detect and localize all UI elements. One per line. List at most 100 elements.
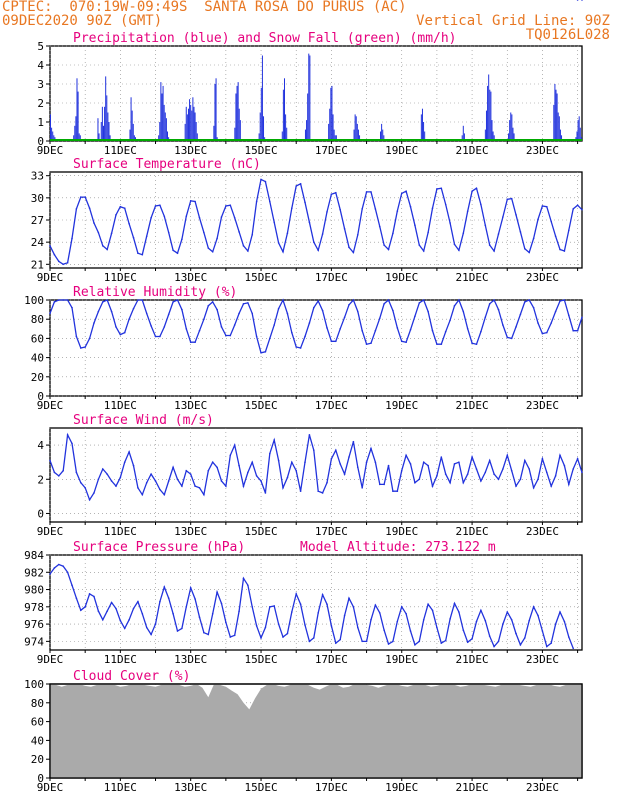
series-point-rh <box>576 329 579 332</box>
series-point-wind <box>115 485 117 487</box>
precip-bar <box>421 108 423 141</box>
series-point-pressure <box>145 626 148 629</box>
precip-bar <box>511 114 513 141</box>
series-point-rh <box>392 309 394 312</box>
series-point-rh <box>79 347 82 349</box>
series-point-wind <box>339 463 341 465</box>
series-point-temp <box>115 214 117 216</box>
series-point-wind <box>88 498 91 501</box>
series-point-pressure <box>458 611 460 613</box>
series-point-pressure <box>453 602 456 605</box>
series-point-pressure <box>488 635 491 637</box>
series-point-wind <box>97 478 100 481</box>
precip-bar <box>491 120 493 141</box>
ytick-label-temp: 30 <box>31 192 44 205</box>
series-point-temp <box>352 251 355 254</box>
series-point-rh <box>550 322 553 324</box>
xtick-label-pressure: 19DEC <box>385 653 418 666</box>
series-point-temp <box>220 216 223 218</box>
precip-bar <box>489 89 491 141</box>
series-point-rh <box>119 333 122 336</box>
series-point-wind <box>348 456 350 458</box>
series-point-rh <box>568 314 570 317</box>
series-point-pressure <box>255 625 258 627</box>
xtick-label-rh: 21DEC <box>456 399 489 412</box>
panel-title-temp: Surface Temperature (nC) <box>73 157 261 172</box>
series-point-pressure <box>176 630 179 632</box>
xtick-label-precip: 21DEC <box>456 144 489 157</box>
xtick-label-cloud: 9DEC <box>37 781 64 794</box>
precip-bar <box>462 125 464 141</box>
series-point-temp <box>233 216 236 219</box>
series-point-pressure <box>361 640 363 643</box>
precip-bar <box>78 133 80 141</box>
series-point-wind <box>414 481 416 484</box>
series-point-rh <box>546 331 548 334</box>
precip-bar <box>285 114 287 141</box>
series-line-rh <box>49 298 583 354</box>
series-point-temp <box>370 191 372 193</box>
precip-bar <box>193 106 195 141</box>
series-point-pressure <box>150 633 152 636</box>
series-point-rh <box>317 300 319 302</box>
series-point-rh <box>229 334 232 337</box>
series-point-rh <box>260 352 262 354</box>
series-point-pressure <box>440 642 443 644</box>
series-point-pressure <box>277 623 280 625</box>
series-point-pressure <box>185 606 188 608</box>
series-point-wind <box>506 454 509 457</box>
series-point-rh <box>400 340 403 343</box>
series-point-wind <box>444 473 447 475</box>
xtick-label-wind: 17DEC <box>315 525 348 538</box>
series-point-rh <box>524 301 526 303</box>
series-point-pressure <box>137 600 139 603</box>
series-point-pressure <box>532 606 535 608</box>
series-point-rh <box>466 328 469 330</box>
series-point-rh <box>515 326 517 328</box>
precip-bar <box>263 116 265 141</box>
series-point-temp <box>383 244 385 246</box>
precip-bar <box>215 78 217 141</box>
series-point-rh <box>414 315 416 318</box>
series-point-wind <box>79 481 82 484</box>
ytick-label-wind: 0 <box>37 507 44 520</box>
series-point-pressure <box>515 632 517 635</box>
series-point-wind <box>141 493 144 496</box>
precip-bar <box>236 85 238 141</box>
series-point-rh <box>203 318 205 321</box>
series-point-wind <box>49 459 51 462</box>
precip-bar <box>77 91 79 141</box>
series-point-wind <box>176 478 179 481</box>
series-point-wind <box>93 492 95 494</box>
precip-bar <box>101 106 103 141</box>
precip-bar <box>75 116 77 141</box>
series-point-rh <box>313 306 315 309</box>
precip-bar <box>162 85 164 141</box>
series-point-pressure <box>163 586 166 588</box>
precip-bar <box>309 55 311 141</box>
xtick-label-rh: 13DEC <box>174 399 207 412</box>
series-point-rh <box>176 299 179 301</box>
series-point-wind <box>216 466 218 469</box>
series-point-pressure <box>216 591 218 593</box>
series-point-temp <box>238 231 240 233</box>
series-point-temp <box>418 244 421 246</box>
series-point-rh <box>53 301 56 303</box>
series-point-rh <box>537 322 539 324</box>
xtick-label-temp: 13DEC <box>174 271 207 284</box>
series-point-pressure <box>568 636 570 638</box>
precip-bar <box>554 84 556 141</box>
series-point-temp <box>405 190 407 192</box>
series-point-pressure <box>572 647 575 650</box>
precip-bar <box>304 129 306 141</box>
series-point-pressure <box>370 618 372 621</box>
series-point-rh <box>115 326 117 328</box>
ytick-label-precip: 5 <box>37 40 44 53</box>
precip-bar <box>259 112 261 141</box>
series-point-pressure <box>387 643 390 645</box>
xtick-label-cloud: 11DEC <box>104 781 137 794</box>
series-point-wind <box>356 466 359 469</box>
series-point-rh <box>541 332 544 335</box>
precip-bar <box>559 129 561 141</box>
series-point-pressure <box>62 565 64 568</box>
